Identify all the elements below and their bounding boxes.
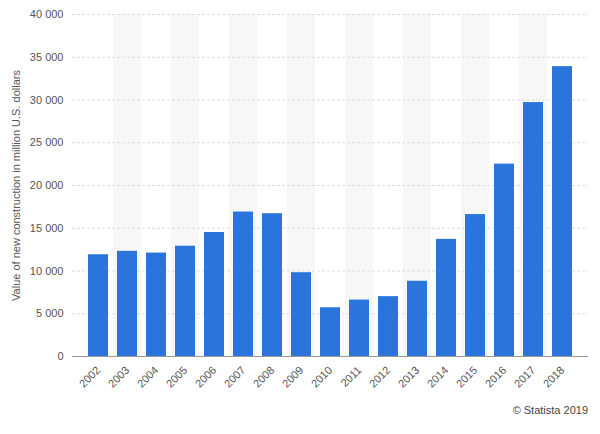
svg-text:2015: 2015 (454, 364, 480, 390)
svg-text:5 000: 5 000 (36, 307, 64, 319)
svg-text:10 000: 10 000 (30, 265, 64, 277)
svg-text:Value of new construction in m: Value of new construction in million U.S… (10, 70, 22, 301)
svg-text:2007: 2007 (222, 364, 248, 390)
svg-text:2017: 2017 (512, 364, 538, 390)
svg-text:2013: 2013 (396, 364, 422, 390)
svg-text:0: 0 (57, 350, 63, 362)
svg-text:2006: 2006 (193, 364, 219, 390)
svg-text:15 000: 15 000 (30, 222, 64, 234)
svg-text:2005: 2005 (164, 364, 190, 390)
svg-text:2002: 2002 (77, 364, 103, 390)
svg-text:2010: 2010 (309, 364, 335, 390)
html-text:© Statista 2019: © Statista 2019 (512, 404, 588, 416)
svg-text:2014: 2014 (425, 364, 451, 390)
svg-text:20 000: 20 000 (30, 179, 64, 191)
svg-text:2018: 2018 (541, 364, 567, 390)
svg-text:25 000: 25 000 (30, 136, 64, 148)
svg-text:2011: 2011 (338, 364, 363, 389)
svg-text:2004: 2004 (135, 364, 161, 390)
svg-text:40 000: 40 000 (30, 8, 64, 20)
svg-text:35 000: 35 000 (30, 51, 64, 63)
svg-text:2012: 2012 (367, 364, 393, 390)
svg-text:30 000: 30 000 (30, 94, 64, 106)
svg-text:2009: 2009 (280, 364, 306, 390)
svg-text:2008: 2008 (251, 364, 277, 390)
svg-text:2016: 2016 (483, 364, 509, 390)
svg-text:2003: 2003 (106, 364, 132, 390)
